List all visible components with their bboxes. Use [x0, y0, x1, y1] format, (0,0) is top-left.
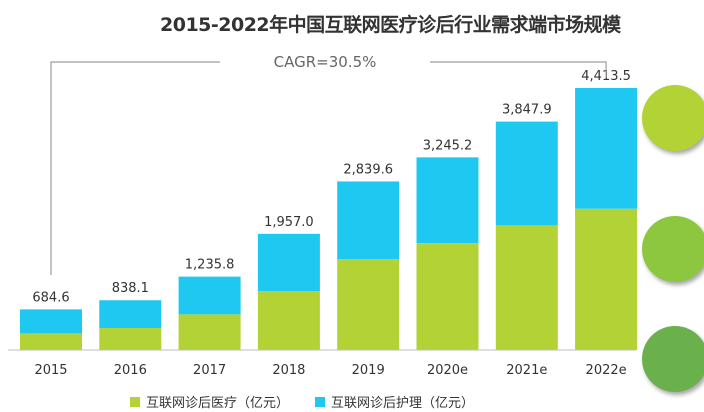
bar-medical-2019: [337, 259, 400, 350]
legend-label-nursing: 互联网诊后护理（亿元）: [331, 396, 475, 411]
total-label-2018: 1,957.0: [264, 215, 314, 230]
legend-item-medical: 互联网诊后医疗（亿元）: [130, 392, 289, 411]
legend: 互联网诊后医疗（亿元） 互联网诊后护理（亿元）: [130, 392, 474, 411]
total-label-2021e: 3,847.9: [502, 103, 552, 118]
bar-nursing-2021e: [495, 121, 558, 226]
legend-item-nursing: 互联网诊后护理（亿元）: [315, 392, 474, 411]
decor-circle-middle: [642, 216, 704, 282]
bar-nursing-2019: [337, 181, 400, 260]
decor-circle-bottom: [642, 326, 704, 392]
bar-nursing-2020e: [416, 157, 479, 244]
bar-nursing-2016: [99, 300, 162, 329]
bar-nursing-2015: [20, 309, 82, 334]
bar-medical-2016: [99, 328, 162, 350]
x-tick-label-2020e: 2020e: [427, 363, 468, 378]
total-label-2016: 838.1: [112, 281, 149, 296]
total-label-2017: 1,235.8: [185, 258, 235, 273]
bar-medical-2018: [257, 291, 320, 350]
x-tick-label-2018: 2018: [272, 363, 305, 378]
x-tick-label-2021e: 2021e: [506, 363, 547, 378]
decor-circle-top: [642, 85, 704, 151]
bar-medical-2022e: [575, 208, 638, 350]
bar-nursing-2018: [257, 233, 320, 292]
x-tick-label-2022e: 2022e: [586, 363, 627, 378]
x-tick-label-2019: 2019: [352, 363, 385, 378]
total-label-2015: 684.6: [32, 290, 69, 305]
legend-label-medical: 互联网诊后医疗（亿元）: [146, 396, 290, 411]
legend-swatch-medical: [130, 396, 140, 407]
chart-title: 2015-2022年中国互联网医疗诊后行业需求端市场规模: [160, 14, 621, 36]
bar-medical-2017: [178, 314, 241, 350]
cagr-annotation: CAGR=30.5%: [274, 53, 377, 71]
bar-medical-2015: [20, 333, 82, 350]
total-label-2020e: 3,245.2: [423, 138, 473, 153]
cagr-bracket-left: [50, 61, 220, 275]
bar-medical-2020e: [416, 243, 479, 350]
cagr-bracket-right: [430, 61, 607, 78]
bar-nursing-2022e: [575, 88, 638, 209]
bar-nursing-2017: [178, 276, 241, 315]
x-tick-label-2015: 2015: [34, 363, 67, 378]
legend-swatch-nursing: [315, 396, 326, 407]
bar-medical-2021e: [495, 225, 558, 350]
total-label-2019: 2,839.6: [343, 162, 393, 177]
x-tick-label-2016: 2016: [114, 363, 147, 378]
x-tick-label-2017: 2017: [193, 363, 226, 378]
